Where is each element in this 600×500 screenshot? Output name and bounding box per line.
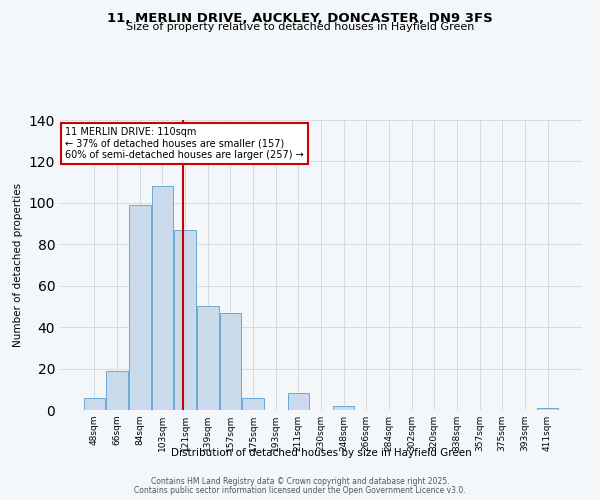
Text: Contains HM Land Registry data © Crown copyright and database right 2025.: Contains HM Land Registry data © Crown c… [151, 477, 449, 486]
Text: 11, MERLIN DRIVE, AUCKLEY, DONCASTER, DN9 3FS: 11, MERLIN DRIVE, AUCKLEY, DONCASTER, DN… [107, 12, 493, 26]
Text: Distribution of detached houses by size in Hayfield Green: Distribution of detached houses by size … [170, 448, 472, 458]
Text: 11 MERLIN DRIVE: 110sqm
← 37% of detached houses are smaller (157)
60% of semi-d: 11 MERLIN DRIVE: 110sqm ← 37% of detache… [65, 127, 304, 160]
Y-axis label: Number of detached properties: Number of detached properties [13, 183, 23, 347]
Bar [84, 398, 105, 410]
Bar [242, 398, 264, 410]
Bar [175, 230, 196, 410]
Text: Contains public sector information licensed under the Open Government Licence v3: Contains public sector information licen… [134, 486, 466, 495]
Bar [333, 406, 355, 410]
Bar [152, 186, 173, 410]
Bar [129, 205, 151, 410]
Bar [537, 408, 558, 410]
Text: Size of property relative to detached houses in Hayfield Green: Size of property relative to detached ho… [126, 22, 474, 32]
Bar [220, 312, 241, 410]
Bar [197, 306, 218, 410]
Bar [287, 394, 309, 410]
Bar [106, 370, 128, 410]
